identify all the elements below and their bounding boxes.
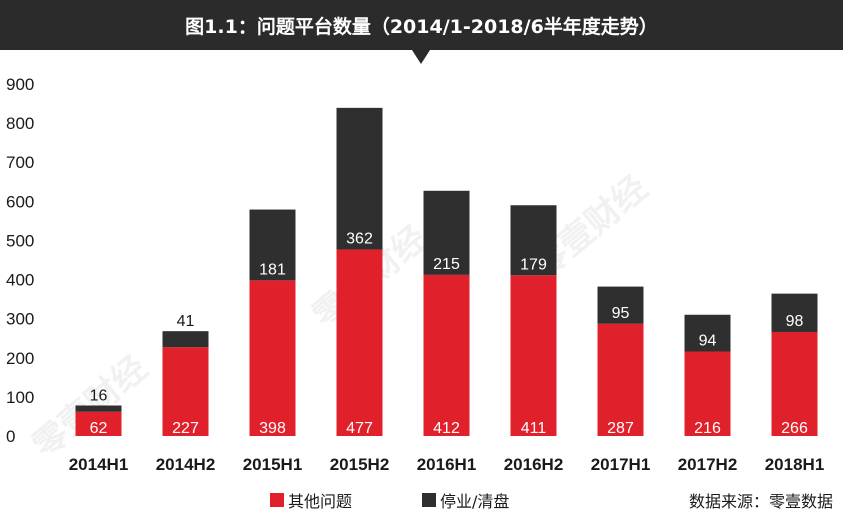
data-label-other-problems: 412 [433, 420, 460, 437]
data-label-other-problems: 216 [694, 420, 721, 437]
bar-segment-suspended [510, 205, 557, 276]
title-pointer [412, 50, 430, 64]
x-category-label: 2014H2 [156, 455, 216, 474]
y-tick-label: 500 [6, 231, 34, 250]
bar-segment-suspended [249, 209, 296, 281]
legend-label-other-problems: 其他问题 [288, 492, 353, 511]
x-category-label: 2015H1 [243, 455, 303, 474]
data-label-other-problems: 266 [781, 420, 808, 437]
bar-segment-suspended [684, 314, 731, 352]
x-category-label: 2018H1 [765, 455, 825, 474]
data-label-suspended: 98 [786, 313, 804, 330]
bar-segment-other-problems [771, 331, 818, 436]
y-tick-label: 700 [6, 153, 34, 172]
legend-swatch-suspended [422, 493, 437, 507]
y-tick-label: 400 [6, 271, 34, 290]
y-tick-label: 600 [6, 192, 34, 211]
data-label-suspended: 215 [433, 256, 460, 273]
bar-segment-suspended [75, 405, 122, 412]
y-tick-label: 800 [6, 114, 34, 133]
y-tick-label: 0 [6, 427, 15, 446]
y-tick-label: 100 [6, 388, 34, 407]
x-category-label: 2014H1 [69, 455, 129, 474]
legend: 其他问题 停业/清盘 [270, 486, 579, 514]
legend-item-suspended: 停业/清盘 [422, 488, 509, 512]
x-category-label: 2015H2 [330, 455, 390, 474]
data-label-other-problems: 62 [90, 420, 108, 437]
data-label-other-problems: 227 [172, 420, 199, 437]
bar-segment-suspended [162, 331, 209, 348]
stacked-bar-chart: 0 100 200 300 400 500 600 700 800 900 62 16 2014H1 22… [6, 75, 825, 474]
bar-segment-suspended [336, 107, 383, 250]
data-label-suspended: 41 [177, 313, 195, 330]
legend-label-suspended: 停业/清盘 [440, 492, 510, 511]
bar-segment-other-problems [336, 249, 383, 436]
data-label-suspended: 362 [346, 230, 373, 247]
data-label-other-problems: 398 [259, 420, 286, 437]
bar-segment-suspended [597, 286, 644, 324]
bar-segment-other-problems [684, 351, 731, 436]
bar-segment-other-problems [423, 274, 470, 436]
bar-segment-other-problems [162, 347, 209, 436]
y-tick-label: 900 [6, 75, 34, 94]
data-label-suspended: 181 [259, 261, 286, 278]
legend-item-other-problems: 其他问题 [270, 488, 352, 512]
x-category-label: 2017H2 [678, 455, 738, 474]
bar-segment-suspended [771, 293, 818, 332]
y-tick-label: 300 [6, 310, 34, 329]
chart-title: 图1.1：问题平台数量（2014/1-2018/6半年度走势） [0, 0, 843, 50]
data-label-suspended: 179 [520, 256, 547, 273]
data-label-suspended: 94 [699, 333, 717, 350]
x-category-label: 2016H2 [504, 455, 564, 474]
data-label-suspended: 16 [90, 387, 108, 404]
legend-swatch-other-problems [270, 493, 284, 507]
bar-segment-other-problems [510, 275, 557, 436]
x-category-label: 2016H1 [417, 455, 477, 474]
bar-segment-suspended [423, 190, 470, 275]
y-tick-label: 200 [6, 349, 34, 368]
data-label-other-problems: 287 [607, 420, 634, 437]
bar-segment-other-problems [75, 411, 122, 436]
x-category-label: 2017H1 [591, 455, 651, 474]
source-note: 数据来源：零壹数据 [688, 492, 833, 511]
data-label-other-problems: 411 [521, 420, 547, 437]
bar-segment-other-problems [597, 323, 644, 436]
data-label-suspended: 95 [612, 305, 630, 322]
data-label-other-problems: 477 [346, 420, 373, 437]
bar-segment-other-problems [249, 280, 296, 436]
